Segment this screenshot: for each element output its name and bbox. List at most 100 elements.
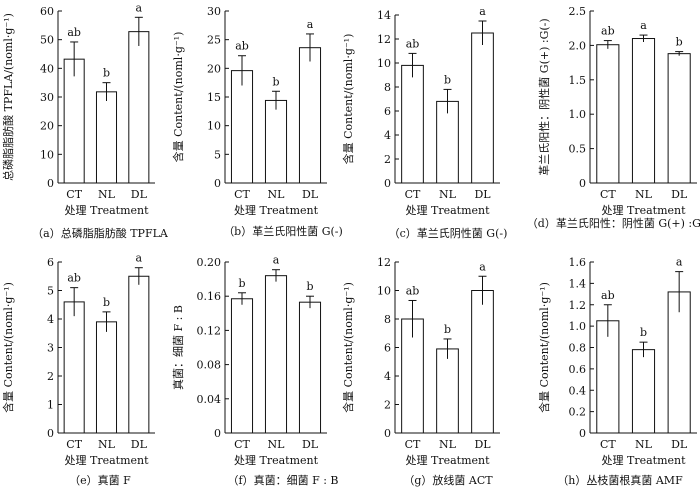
bar [128,31,150,184]
bar [401,64,424,184]
x-tick-label: NL [268,188,286,201]
bar [95,321,118,434]
y-tick-label: 0 [384,427,391,440]
significance-label: a [136,1,143,14]
x-tick-label: DL [302,188,319,201]
significance-label: b [272,75,279,88]
x-axis-label: 处理 Treatment [234,204,319,217]
y-axis-label: 含量 Content/(noml·g⁻¹) [537,282,551,413]
significance-label: a [307,18,314,31]
significance-label: ab [601,25,615,38]
y-tick-label: 12 [377,33,391,46]
y-axis-label: 含量 Content/(noml·g⁻¹) [171,32,185,163]
y-tick-label: 8 [384,313,391,326]
x-tick-label: DL [671,438,688,451]
y-tick-label: 0 [214,427,221,440]
x-tick-label: NL [439,438,457,451]
y-tick-label: 0 [47,177,54,190]
y-tick-label: 1.5 [569,74,587,87]
x-tick-label: DL [131,438,148,451]
y-tick-label: 0.08 [197,359,222,372]
bar [667,291,691,434]
y-tick-label: 0 [579,427,586,440]
bar [95,91,118,184]
y-tick-label: 1.0 [569,108,587,121]
panel-caption: （b）革兰氏阳性菌 G(-) [223,224,343,238]
y-tick-label: 6 [47,256,54,269]
significance-label: a [640,19,647,32]
y-axis-label: 含量 Content/(noml·g⁻¹) [341,34,355,165]
y-tick-label: 4 [384,129,391,142]
bar [128,275,150,434]
y-tick-label: 12 [377,256,391,269]
y-tick-label: 1.2 [569,299,587,312]
bar [63,301,85,434]
bar [264,275,288,434]
y-tick-label: 0.5 [569,143,587,156]
y-tick-label: 10 [377,57,391,70]
significance-label: a [479,260,486,273]
y-tick-label: 6 [384,342,391,355]
x-tick-label: CT [600,188,616,201]
x-tick-label: NL [439,188,457,201]
y-tick-label: 40 [40,62,54,75]
significance-label: ab [235,40,249,53]
y-tick-label: 1.4 [569,277,587,290]
bar [471,290,494,434]
significance-label: ab [67,272,81,285]
y-axis-label: 真菌：细菌 F : B [171,305,185,390]
bar [631,38,656,184]
y-tick-label: 50 [40,34,54,47]
x-tick-label: NL [268,438,286,451]
significance-label: b [444,73,451,86]
y-tick-label: 15 [207,91,221,104]
y-tick-label: 0.6 [569,363,587,376]
y-tick-label: 30 [207,5,221,18]
bar [596,320,620,434]
significance-label: b [306,280,313,293]
y-tick-label: 0 [214,177,221,190]
y-tick-label: 0.16 [197,290,222,303]
y-tick-label: 60 [40,5,54,18]
significance-label: b [238,277,245,290]
bar [436,100,459,184]
x-tick-label: DL [671,188,688,201]
x-axis-label: 处理 Treatment [405,204,490,217]
y-tick-label: 2 [47,370,54,383]
significance-label: b [103,67,110,80]
x-axis-label: 处理 Treatment [405,454,490,467]
x-tick-label: NL [635,188,653,201]
significance-label: b [676,36,683,49]
y-tick-label: 1.6 [569,256,587,269]
bar [436,348,459,434]
x-axis-label: 处理 Treatment [64,454,149,467]
y-tick-label: 5 [214,148,221,161]
significance-label: ab [601,289,615,302]
x-tick-label: DL [131,188,148,201]
significance-label: ab [406,37,420,50]
y-tick-label: 0.20 [197,256,222,269]
x-axis-label: 处理 Treatment [234,454,319,467]
x-tick-label: CT [66,188,82,201]
significance-label: b [444,323,451,336]
x-tick-label: CT [405,188,421,201]
panel-caption: （f）真菌：细菌 F : B [228,473,339,487]
y-tick-label: 0 [579,177,586,190]
y-axis-label: 含量 Content/(noml·g⁻¹) [1,282,15,413]
y-tick-label: 0 [384,177,391,190]
x-axis-label: 处理 Treatment [601,454,686,467]
significance-label: b [640,326,647,339]
y-tick-label: 4 [47,313,54,326]
x-tick-label: NL [635,438,653,451]
bar [631,349,656,434]
significance-label: b [103,296,110,309]
y-axis-label: 革兰氏阳性：阴性菌 G(+) :G(-) [537,18,551,175]
y-tick-label: 25 [207,34,221,47]
panel-caption: （a）总磷脂脂肪酸 TPFLA [32,226,169,240]
significance-label: a [479,5,486,18]
x-tick-label: CT [600,438,616,451]
panel-caption: （g）放线菌 ACT [403,473,493,487]
significance-label: ab [406,284,420,297]
y-tick-label: 0.04 [197,393,222,406]
significance-label: ab [67,26,81,39]
